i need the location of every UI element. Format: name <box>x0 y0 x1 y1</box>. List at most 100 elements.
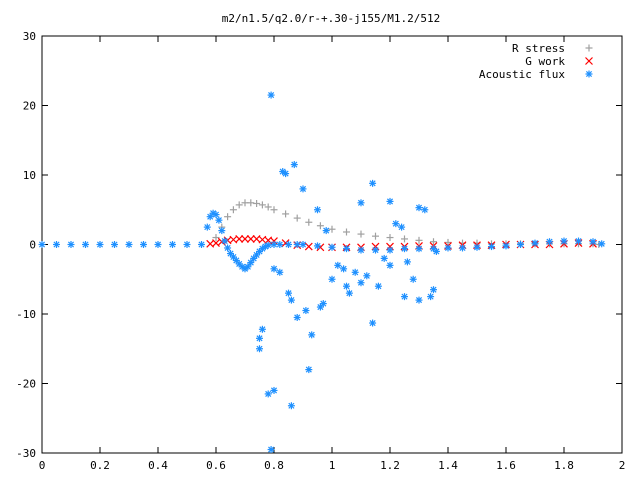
x-tick-label: 1.8 <box>554 459 574 472</box>
data-point <box>357 246 365 254</box>
data-point <box>198 241 205 248</box>
data-point <box>253 199 261 207</box>
data-point <box>380 254 388 262</box>
data-point <box>421 206 429 214</box>
data-point <box>111 241 118 248</box>
legend-marker <box>585 57 593 65</box>
data-point <box>328 243 336 251</box>
data-point <box>264 390 272 398</box>
data-point <box>82 241 89 248</box>
data-point <box>267 91 275 99</box>
x-tick-label: 0.4 <box>148 459 168 472</box>
data-point <box>169 241 176 248</box>
chart-title: m2/n1.5/q2.0/r-+.30-j155/M1.2/512 <box>222 12 441 25</box>
data-point <box>334 261 342 269</box>
data-point <box>282 170 290 178</box>
y-tick-label: -10 <box>16 308 36 321</box>
data-point <box>270 386 278 394</box>
data-point <box>415 204 423 212</box>
data-point <box>386 197 394 205</box>
data-point <box>293 313 301 321</box>
data-point <box>357 230 365 238</box>
data-point <box>305 218 313 226</box>
data-point <box>386 261 394 269</box>
data-point <box>203 223 211 231</box>
data-point <box>473 243 481 251</box>
data-point <box>372 232 379 240</box>
data-point <box>372 246 379 254</box>
x-tick-label: 1.2 <box>380 459 400 472</box>
data-point <box>546 238 553 246</box>
data-point <box>357 279 365 287</box>
data-point <box>345 289 353 297</box>
data-point <box>215 216 223 224</box>
data-point <box>415 296 423 304</box>
data-point <box>502 242 510 250</box>
data-point <box>343 282 350 290</box>
data-point <box>235 201 243 209</box>
data-point <box>258 201 266 209</box>
data-point <box>401 235 408 243</box>
data-point <box>235 235 244 243</box>
data-point <box>430 286 437 294</box>
legend-label: R stress <box>512 42 565 55</box>
data-point <box>276 268 284 276</box>
data-point <box>299 185 307 193</box>
x-tick-label: 0.8 <box>264 459 284 472</box>
data-point <box>241 235 249 243</box>
x-tick-label: 0.6 <box>206 459 226 472</box>
data-point <box>229 206 237 214</box>
data-point <box>212 239 220 248</box>
data-point <box>314 242 321 250</box>
data-point <box>267 446 275 454</box>
data-point <box>409 275 417 283</box>
data-point <box>287 296 295 304</box>
y-tick-label: -30 <box>16 447 36 460</box>
data-point <box>401 245 408 253</box>
data-point <box>357 199 365 207</box>
data-point <box>430 238 437 246</box>
data-point <box>67 241 75 248</box>
axis-ticks: 0 0.2 0.4 0.6 0.8 1 1.2 1.4 1.6 1.8 2 30 20 10 0 -10 -20… <box>16 30 625 472</box>
data-point <box>285 241 292 248</box>
data-point <box>444 244 452 252</box>
data-point <box>369 319 377 327</box>
data-point <box>392 220 400 228</box>
data-point <box>363 272 371 280</box>
data-point <box>282 210 290 218</box>
series-layer <box>38 91 606 454</box>
data-point <box>270 265 278 273</box>
data-point <box>427 293 435 301</box>
data-point <box>140 241 147 248</box>
legend-label: Acoustic flux <box>479 68 565 81</box>
data-point <box>264 241 272 249</box>
data-point <box>322 227 330 235</box>
data-point <box>256 334 263 342</box>
data-point <box>343 228 350 236</box>
y-tick-label: -20 <box>16 378 36 391</box>
data-point <box>459 244 466 252</box>
data-point <box>432 247 440 255</box>
data-point <box>212 211 220 219</box>
y-tick-label: 20 <box>23 100 36 113</box>
data-point <box>415 245 423 253</box>
x-tick-label: 0 <box>39 459 46 472</box>
data-point <box>589 238 597 246</box>
x-tick-label: 1.4 <box>438 459 458 472</box>
data-point <box>351 268 359 276</box>
data-point <box>401 293 408 301</box>
x-tick-label: 1.6 <box>496 459 516 472</box>
data-point <box>314 206 321 214</box>
data-point <box>221 237 229 245</box>
data-point <box>308 331 316 339</box>
data-point <box>328 225 336 233</box>
data-point <box>244 263 252 271</box>
data-point <box>517 241 524 248</box>
data-point <box>247 199 255 207</box>
data-point <box>299 241 307 248</box>
legend-label: G work <box>525 55 565 68</box>
data-point <box>264 203 272 211</box>
data-point <box>96 241 104 248</box>
data-point <box>293 214 301 222</box>
